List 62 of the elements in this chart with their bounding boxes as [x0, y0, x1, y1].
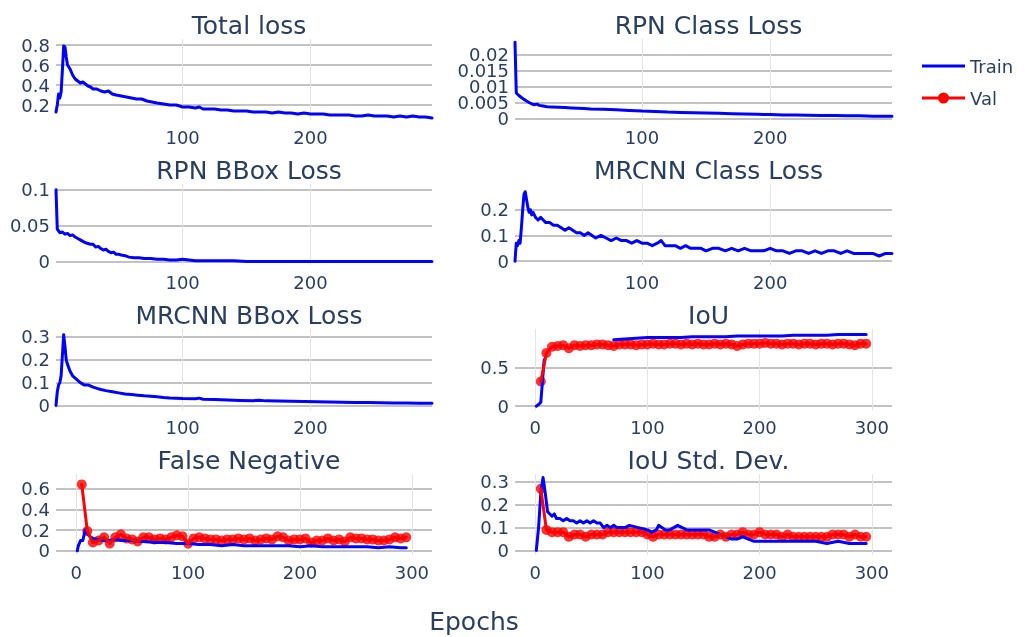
x-tick-label: 100	[165, 416, 200, 438]
y-tick-label: 0.8	[21, 34, 50, 56]
chart-title: RPN BBox Loss	[156, 156, 342, 185]
y-tick-label: 0.1	[21, 179, 50, 201]
line-series	[513, 190, 894, 263]
x-tick-label: 200	[742, 416, 777, 438]
chart-title: IoU Std. Dev.	[627, 446, 790, 475]
x-tick-label: 0	[70, 561, 82, 583]
chart-title: IoU	[688, 301, 729, 330]
legend-label: Val	[970, 87, 997, 109]
x-tick-label: 100	[624, 126, 660, 148]
y-tick-label: 0.1	[21, 372, 50, 394]
x-tick-label: 0	[529, 416, 541, 438]
chart-title: RPN Class Loss	[614, 11, 803, 40]
y-tick-label: 0.1	[480, 517, 509, 539]
y-tick-label: 0	[497, 539, 509, 561]
x-axis-title: Epochs	[428, 607, 520, 637]
y-tick-label: 0	[38, 394, 50, 416]
x-tick-label: 100	[630, 416, 665, 438]
y-tick-label: 0	[497, 395, 509, 417]
line-series	[513, 40, 894, 118]
x-tick-label: 100	[170, 561, 206, 583]
y-tick-label: 0.2	[480, 494, 509, 516]
x-tick-label: 100	[165, 126, 200, 148]
y-tick-label: 0	[38, 540, 50, 562]
y-tick-label: 0.4	[21, 74, 50, 96]
x-tick-label: 200	[293, 126, 328, 148]
x-tick-label: 200	[742, 561, 777, 583]
line-series	[54, 333, 434, 407]
y-tick-label: 0.6	[21, 478, 50, 500]
x-tick-label: 200	[282, 561, 318, 583]
y-tick-label: 0	[497, 250, 509, 272]
x-tick-label: 100	[165, 271, 200, 293]
y-tick-label: 0	[38, 250, 50, 272]
x-tick-label: 100	[624, 271, 660, 293]
chart-title: Total loss	[190, 11, 307, 40]
y-tick-label: 0.2	[21, 519, 50, 541]
legend-label: Train	[969, 55, 1014, 77]
x-tick-label: 200	[753, 126, 788, 148]
y-tick-label: 0.5	[480, 357, 509, 379]
x-tick-label: 0	[529, 561, 541, 583]
line-series	[54, 188, 434, 263]
chart-title: MRCNN Class Loss	[593, 156, 824, 185]
line-series	[54, 44, 434, 120]
chart-title: MRCNN BBox Loss	[135, 301, 363, 330]
x-tick-label: 200	[293, 271, 328, 293]
y-tick-label: 0.3	[21, 326, 50, 348]
y-tick-label: 0.2	[480, 199, 509, 221]
y-tick-label: 0.2	[21, 349, 50, 371]
x-tick-label: 200	[293, 416, 328, 438]
x-tick-label: 300	[854, 416, 889, 438]
y-tick-label: 0.4	[21, 498, 50, 520]
x-tick-label: 200	[753, 271, 788, 293]
y-tick-label: 0.6	[21, 54, 50, 76]
x-tick-label: 300	[394, 561, 430, 583]
x-tick-label: 100	[630, 561, 665, 583]
y-tick-label: 0.3	[480, 471, 509, 493]
chart-title: False Negative	[157, 446, 341, 475]
y-tick-label: 0.2	[21, 94, 50, 116]
x-tick-label: 300	[854, 561, 889, 583]
y-tick-label: 0.1	[480, 224, 509, 246]
y-tick-label: 0.05	[9, 215, 50, 237]
